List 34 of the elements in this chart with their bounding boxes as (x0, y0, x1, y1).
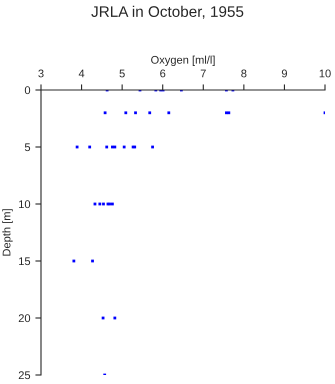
y-tick-label: 25 (18, 371, 30, 380)
point (98, 202, 102, 206)
point (111, 202, 114, 206)
point (91, 260, 94, 262)
x-tick-label: 10 (320, 70, 331, 78)
point (94, 202, 96, 206)
point (151, 146, 154, 148)
y-tick-label: 15 (19, 257, 30, 266)
y-tick-label: 5 (24, 143, 30, 152)
y-tick-label: 20 (18, 314, 30, 322)
x-tick-label: 9 (282, 70, 287, 78)
point (88, 146, 92, 148)
point (134, 111, 137, 114)
x-tick-label: 7 (200, 70, 206, 78)
y-tick-label: 10 (19, 200, 30, 208)
y-tick-label: 0 (24, 86, 30, 94)
point (102, 202, 105, 206)
point (122, 146, 126, 148)
point (104, 111, 106, 114)
x-tick-label: 5 (120, 70, 125, 78)
x-tick-label: 3 (38, 70, 44, 78)
point (76, 146, 78, 148)
x-tick-label: 8 (241, 70, 246, 78)
point (113, 146, 116, 148)
y-axis-title: Depth [m] (2, 209, 13, 256)
point (105, 146, 108, 148)
x-axis-title: Oxygen [ml/l] (151, 56, 215, 66)
x-tick-label: 6 (160, 70, 166, 78)
x-tick-label: 4 (78, 70, 84, 78)
point (72, 260, 76, 262)
point (102, 316, 104, 320)
chart-title: JRLA in October, 1955 (91, 6, 244, 19)
point (111, 146, 114, 148)
point (113, 316, 116, 320)
